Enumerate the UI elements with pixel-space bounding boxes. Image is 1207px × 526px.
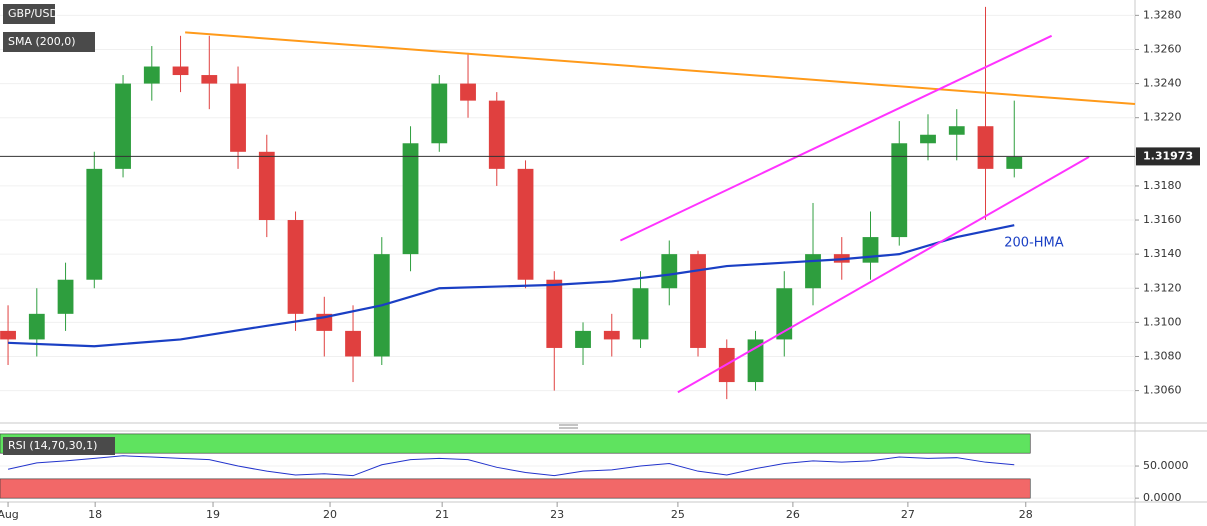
candle-body: [115, 83, 131, 169]
candle-body: [345, 330, 361, 357]
candle-body: [891, 143, 908, 238]
candle-body: [460, 83, 476, 101]
candle-body: [143, 66, 160, 84]
rsi-band: [0, 433, 1031, 454]
candle-body: [920, 134, 936, 144]
candle-body: [488, 100, 505, 169]
x-tick-label: 21: [435, 508, 449, 521]
candle-body: [977, 126, 994, 169]
candle-body: [287, 220, 304, 314]
candle-body: [603, 330, 620, 340]
y-tick-label: 1.3260: [1143, 42, 1182, 55]
y-tick-label: 1.3280: [1143, 8, 1182, 21]
candle-body: [632, 288, 649, 340]
y-tick-label: 1.3100: [1143, 315, 1182, 328]
y-tick-label: 1.3080: [1143, 349, 1182, 362]
candle-body: [201, 75, 218, 84]
x-tick-label: 28: [1019, 508, 1033, 521]
y-tick-label: 1.3220: [1143, 111, 1182, 124]
candle-body: [690, 254, 706, 348]
candle-body: [172, 66, 189, 76]
annotation: 200-HMA: [1004, 236, 1063, 251]
y-tick-label: 1.3180: [1143, 179, 1182, 192]
y-tick-label: 0.0000: [1143, 491, 1182, 504]
candle-body: [258, 151, 275, 221]
legend-entry: RSI (14,70,30,1): [3, 437, 115, 455]
x-tick-label: 19: [206, 508, 220, 521]
legend-label: GBP/USD: [8, 7, 58, 20]
legend-box: [3, 437, 115, 455]
x-tick-label: 23: [550, 508, 564, 521]
candle-body: [28, 313, 45, 340]
x-tick-label: 27: [901, 508, 915, 521]
candle-body: [230, 83, 246, 152]
candle-body: [661, 254, 678, 289]
x-tick-label: 18: [88, 508, 102, 521]
y-tick-label: 1.3060: [1143, 384, 1182, 397]
trend-line: [677, 156, 1090, 394]
splitter-handle[interactable]: [559, 424, 578, 429]
x-tick-label: 25: [671, 508, 685, 521]
last-price-label: 1.31973: [1143, 149, 1193, 162]
candle-body: [948, 126, 965, 135]
y-tick-label: 1.3160: [1143, 213, 1182, 226]
y-tick-label: 50.0000: [1143, 459, 1189, 472]
trend-line: [185, 31, 1136, 106]
sma-line: [8, 224, 1015, 348]
candle-body: [1006, 156, 1023, 169]
last-price-box: [1136, 147, 1200, 166]
y-tick-label: 1.3120: [1143, 281, 1182, 294]
legend-box: [3, 32, 95, 52]
legend-label: RSI (14,70,30,1): [8, 439, 97, 452]
legend-entry: GBP/USD: [3, 4, 58, 24]
trend-line: [619, 34, 1053, 242]
y-tick-label: 1.3240: [1143, 77, 1182, 90]
legend-label: SMA (200,0): [8, 35, 76, 48]
candle-body: [517, 168, 534, 280]
legend-entry: SMA (200,0): [3, 32, 95, 52]
candle-body: [805, 254, 821, 289]
rsi-line: [7, 455, 1015, 477]
candle-body: [575, 330, 591, 348]
x-tick-label: Aug: [0, 508, 19, 521]
candle-body: [86, 168, 103, 280]
x-tick-label: 26: [786, 508, 800, 521]
x-tick-label: 20: [323, 508, 337, 521]
candle-body: [776, 288, 793, 340]
candle-body: [402, 143, 419, 255]
candle-body: [431, 83, 448, 144]
y-tick-label: 1.3140: [1143, 247, 1182, 260]
legend-box: [3, 4, 55, 24]
candle-body: [57, 279, 74, 314]
candle-body: [546, 279, 563, 348]
rsi-band: [0, 478, 1031, 499]
candle-body: [862, 237, 879, 263]
candle-body: [0, 330, 16, 340]
